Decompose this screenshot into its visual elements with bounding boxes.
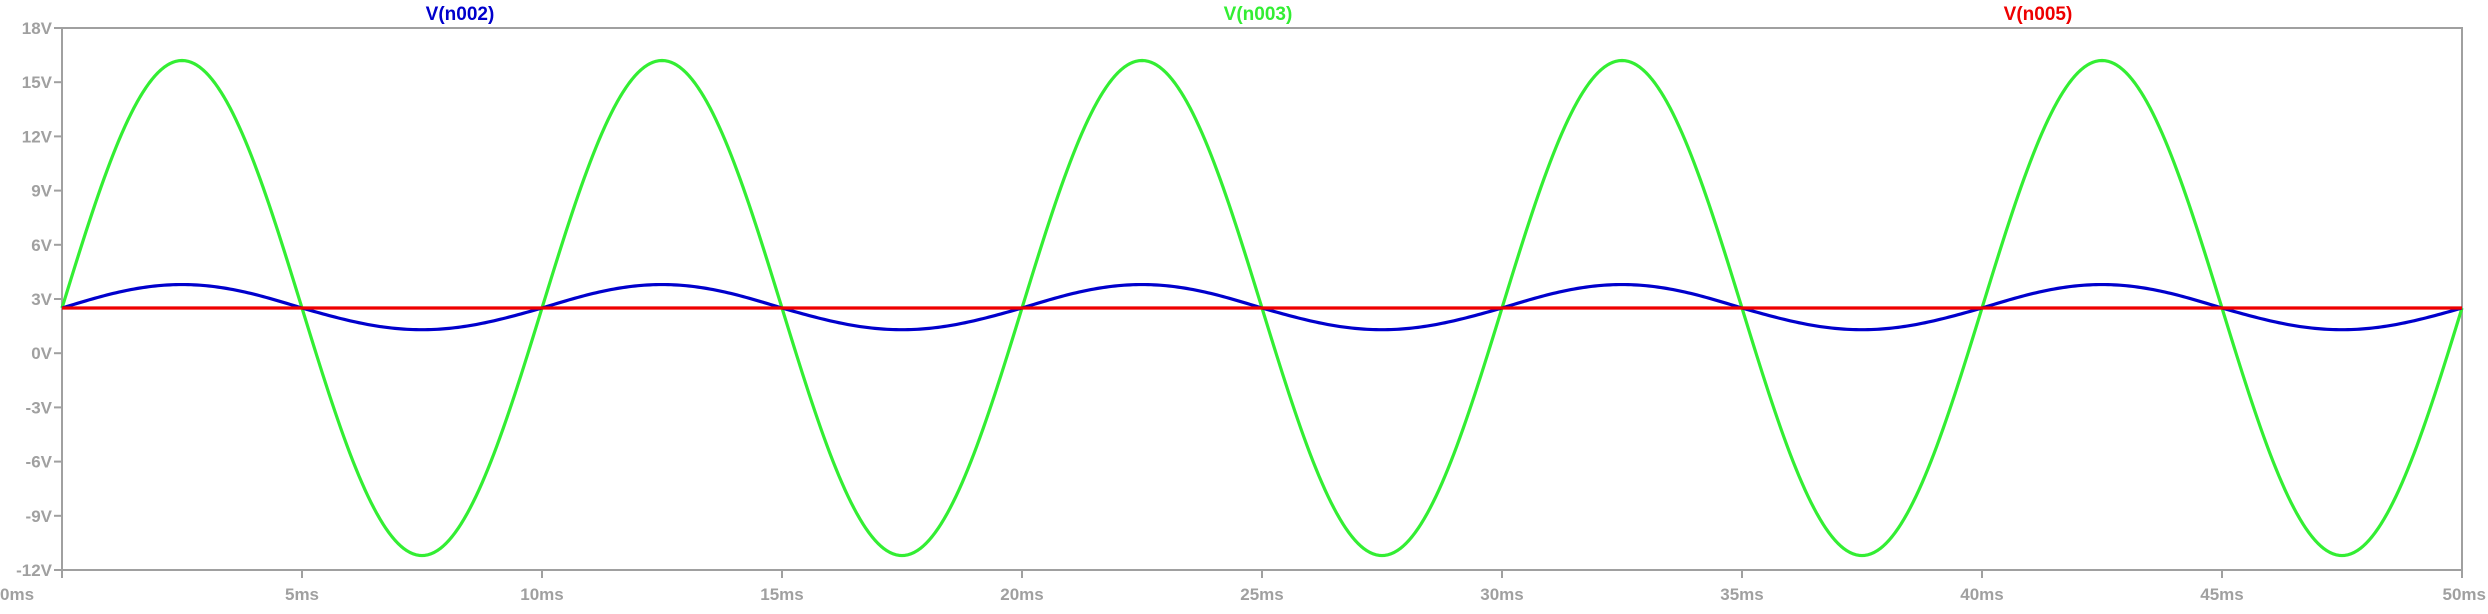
x-tick-label: 10ms [520,585,563,604]
x-tick-label: 35ms [1720,585,1763,604]
x-tick-label: 45ms [2200,585,2243,604]
x-tick-label: 50ms [2443,585,2486,604]
plot-frame [61,27,2463,571]
y-tick-label: 9V [31,182,52,201]
y-tick-label: 12V [22,127,53,146]
y-tick-label: 0V [31,344,52,363]
y-tick-label: 6V [31,236,52,255]
x-tick-label: 25ms [1240,585,1283,604]
axes: 18V 15V 12V 9V 6V 3V 0V -3V -6V -9V -12V 0ms 5ms 10ms… [0,19,2486,604]
legend-entry: V(n005) [2004,4,2073,25]
legend-entry: V(n003) [1224,4,1293,25]
y-tick-label: 3V [31,290,52,309]
x-tick-label: 30ms [1480,585,1523,604]
legend: V(n002) V(n003) V(n005) [426,4,2073,25]
x-tick-label: 20ms [1000,585,1043,604]
x-tick-label: 15ms [760,585,803,604]
y-tick-label: 15V [22,73,53,92]
traces [60,58,2464,558]
y-tick-label: -6V [26,453,53,472]
y-tick-label: -12V [16,561,53,580]
x-tick-label: 5ms [285,585,319,604]
legend-entry: V(n002) [426,4,495,25]
y-tick-label: -9V [26,507,53,526]
y-tick-label: 18V [22,19,53,38]
x-tick-label: 40ms [1960,585,2003,604]
y-tick-label: -3V [26,398,53,417]
x-tick-label: 0ms [0,585,34,604]
